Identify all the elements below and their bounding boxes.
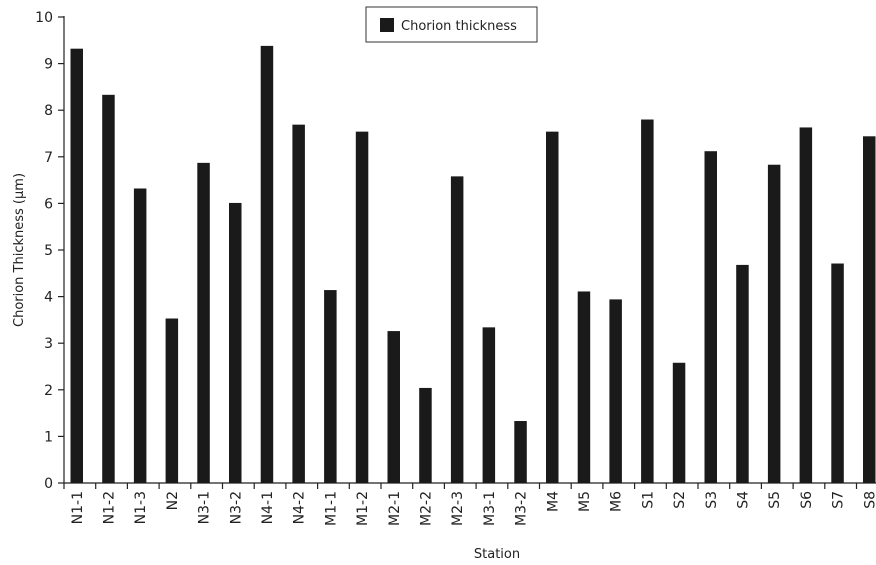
bar xyxy=(831,263,844,483)
x-axis-title: Station xyxy=(474,547,520,562)
bar xyxy=(419,387,432,483)
bar xyxy=(260,45,274,483)
bar xyxy=(767,164,781,484)
legend-label: Chorion thickness xyxy=(401,19,517,34)
x-tick-label: M2-2 xyxy=(418,491,434,526)
bar xyxy=(482,327,496,483)
x-tick-label: N2 xyxy=(165,491,181,510)
x-ticks: N1-1 N1-2 N1-3 N2 N3-1 N3-2 N4-1 N4-2 M1-1 M1-2 M2… xyxy=(63,483,876,526)
x-tick-label: N4-1 xyxy=(260,491,276,524)
bar xyxy=(863,136,876,483)
x-tick-label: N1-2 xyxy=(101,491,117,524)
bar xyxy=(704,151,717,483)
x-tick-label: S1 xyxy=(640,491,656,509)
x-tick-label: N1-3 xyxy=(133,491,149,524)
bar xyxy=(799,127,813,483)
y-tick-label: 1 xyxy=(44,429,53,445)
x-tick-label: M6 xyxy=(609,491,625,512)
y-tick-label: 2 xyxy=(44,383,53,399)
bar xyxy=(514,421,527,483)
legend-swatch xyxy=(380,18,394,32)
bar xyxy=(197,162,210,483)
x-tick-label: M1-1 xyxy=(323,491,339,526)
x-tick-label: N4-2 xyxy=(292,491,308,524)
y-tick-label: 8 xyxy=(44,103,53,119)
x-tick-label: M3-1 xyxy=(482,491,498,526)
x-tick-label: N1-1 xyxy=(70,491,86,524)
bar xyxy=(355,131,369,484)
bar xyxy=(165,318,179,483)
x-tick-label: S6 xyxy=(799,491,815,509)
y-tick-label: 6 xyxy=(44,196,53,212)
y-tick-label: 3 xyxy=(44,336,53,352)
bar xyxy=(292,124,305,484)
y-tick-label: 0 xyxy=(44,476,53,492)
x-tick-label: M4 xyxy=(545,491,561,512)
y-tick-label: 7 xyxy=(44,150,53,166)
x-tick-label: M1-2 xyxy=(355,491,371,526)
bar xyxy=(641,119,654,484)
bar xyxy=(546,131,559,484)
bar xyxy=(324,290,337,483)
x-tick-label: M2-1 xyxy=(387,491,403,526)
bar xyxy=(577,291,591,483)
bar xyxy=(229,202,242,483)
y-tick-label: 10 xyxy=(35,10,53,26)
x-tick-label: S7 xyxy=(831,491,847,509)
bar xyxy=(70,48,83,484)
bar xyxy=(736,264,749,483)
x-tick-label: M2-3 xyxy=(450,491,466,526)
bar xyxy=(133,188,147,483)
x-tick-label: S8 xyxy=(862,491,876,509)
x-tick-label: S4 xyxy=(735,491,751,509)
x-tick-label: M3-2 xyxy=(514,491,530,526)
x-tick-label: S3 xyxy=(704,491,720,509)
bar xyxy=(387,331,400,483)
bar xyxy=(609,299,622,483)
legend-box xyxy=(365,6,538,43)
y-axis-title: Chorion Thickness (μm) xyxy=(12,173,27,327)
y-tick-label: 4 xyxy=(44,290,53,306)
x-tick-label: S2 xyxy=(672,491,688,509)
x-tick-label: S5 xyxy=(767,491,783,509)
bar xyxy=(672,362,686,483)
y-ticks: 0 1 2 3 4 5 6 7 8 9 10 xyxy=(35,10,64,492)
y-tick-label: 5 xyxy=(44,243,53,259)
x-tick-label: N3-1 xyxy=(197,491,213,524)
legend: Chorion thickness xyxy=(365,6,538,43)
x-tick-label: N3-2 xyxy=(228,491,244,524)
x-tick-label: M5 xyxy=(577,491,593,512)
bar xyxy=(450,176,464,483)
y-tick-label: 9 xyxy=(44,57,53,73)
bars xyxy=(70,45,876,484)
bar xyxy=(102,94,115,484)
